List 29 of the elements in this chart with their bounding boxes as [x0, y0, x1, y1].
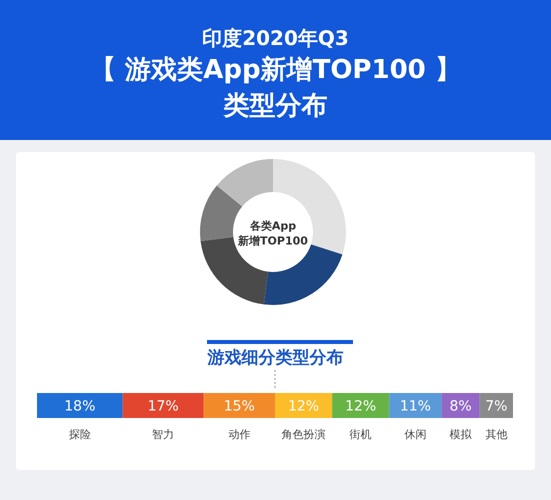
data-label: 8%	[450, 398, 472, 414]
series-label: 街机	[350, 428, 372, 441]
bar	[275, 393, 332, 418]
donut-slice	[216, 159, 273, 207]
series-label: 其他	[485, 428, 508, 441]
chart-title: 游戏细分类型分布	[206, 348, 344, 368]
data-label: 12%	[345, 398, 376, 414]
data-label: 17%	[148, 398, 179, 414]
chart-subtitle: 印度2020年Q3	[202, 26, 349, 50]
bar	[332, 393, 390, 418]
data-label: 15%	[224, 398, 255, 414]
donut-slice	[264, 244, 342, 305]
data-label: 7%	[485, 398, 508, 414]
bar	[480, 393, 513, 418]
series-label: 动作	[228, 428, 250, 441]
data-label: 18%	[64, 398, 96, 414]
series-label: 模拟	[450, 428, 473, 441]
bar	[204, 393, 275, 418]
series-label: 智力	[152, 428, 174, 441]
chart-title: 【 游戏类App新增TOP100 】类型分布	[89, 54, 462, 123]
text: 各类App 新增TOP100	[237, 220, 308, 248]
series-label: 角色扮演	[282, 428, 326, 441]
series-label: 休闲	[404, 428, 426, 441]
series-label: 探险	[68, 428, 91, 441]
data-label: 12%	[288, 398, 320, 414]
bar	[122, 393, 204, 418]
bar	[389, 393, 442, 418]
data-label: 11%	[400, 398, 431, 414]
bar	[37, 393, 123, 418]
